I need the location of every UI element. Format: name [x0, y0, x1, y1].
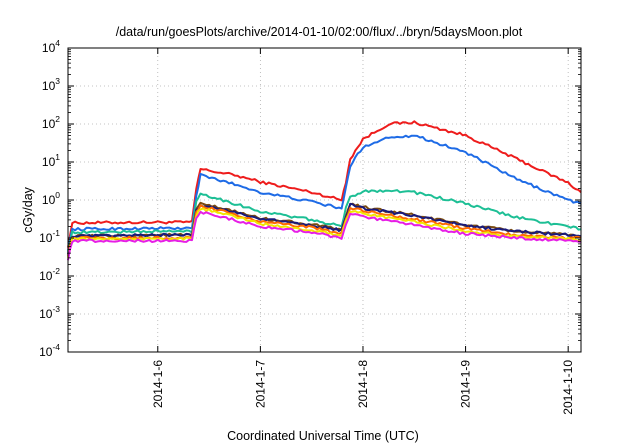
- x-tick-label: 2014-1-8: [356, 360, 370, 408]
- y-axis: 10-4 10-3 10-2 10-1 100 101 102 103 104: [39, 38, 581, 359]
- y-tick-label: 10-1: [39, 228, 60, 245]
- series-line-7: [67, 207, 582, 259]
- y-tick-label: 10-3: [39, 304, 60, 321]
- y-tick-label: 100: [42, 190, 60, 207]
- x-tick-label: 2014-1-9: [459, 360, 473, 408]
- y-tick-label: 10-2: [39, 266, 60, 283]
- series-line-1: [67, 120, 582, 248]
- x-tick-label: 2014-1-7: [253, 360, 267, 408]
- series-layer: [67, 120, 582, 261]
- x-axis: 2014-1-6 2014-1-7 2014-1-8 2014-1-9 2014-1-1…: [151, 48, 575, 415]
- chart-title: /data/run/goesPlots/archive/2014-01-10/0…: [116, 25, 523, 39]
- y-tick-label: 104: [42, 38, 60, 55]
- y-axis-label: cGy/day: [21, 186, 35, 233]
- x-tick-label: 2014-1-10: [561, 360, 575, 415]
- y-tick-label: 103: [42, 76, 60, 93]
- series-line-3: [67, 189, 582, 253]
- series-line-6: [67, 204, 582, 257]
- y-tick-label: 101: [42, 152, 60, 169]
- x-tick-label: 2014-1-6: [151, 360, 165, 408]
- y-tick-label: 10-4: [39, 342, 60, 359]
- grid: [68, 48, 581, 352]
- series-line-5: [67, 202, 582, 255]
- series-line-2: [67, 134, 582, 251]
- x-axis-label: Coordinated Universal Time (UTC): [227, 429, 419, 443]
- y-tick-label: 102: [42, 114, 60, 131]
- series-line-8: [67, 210, 581, 261]
